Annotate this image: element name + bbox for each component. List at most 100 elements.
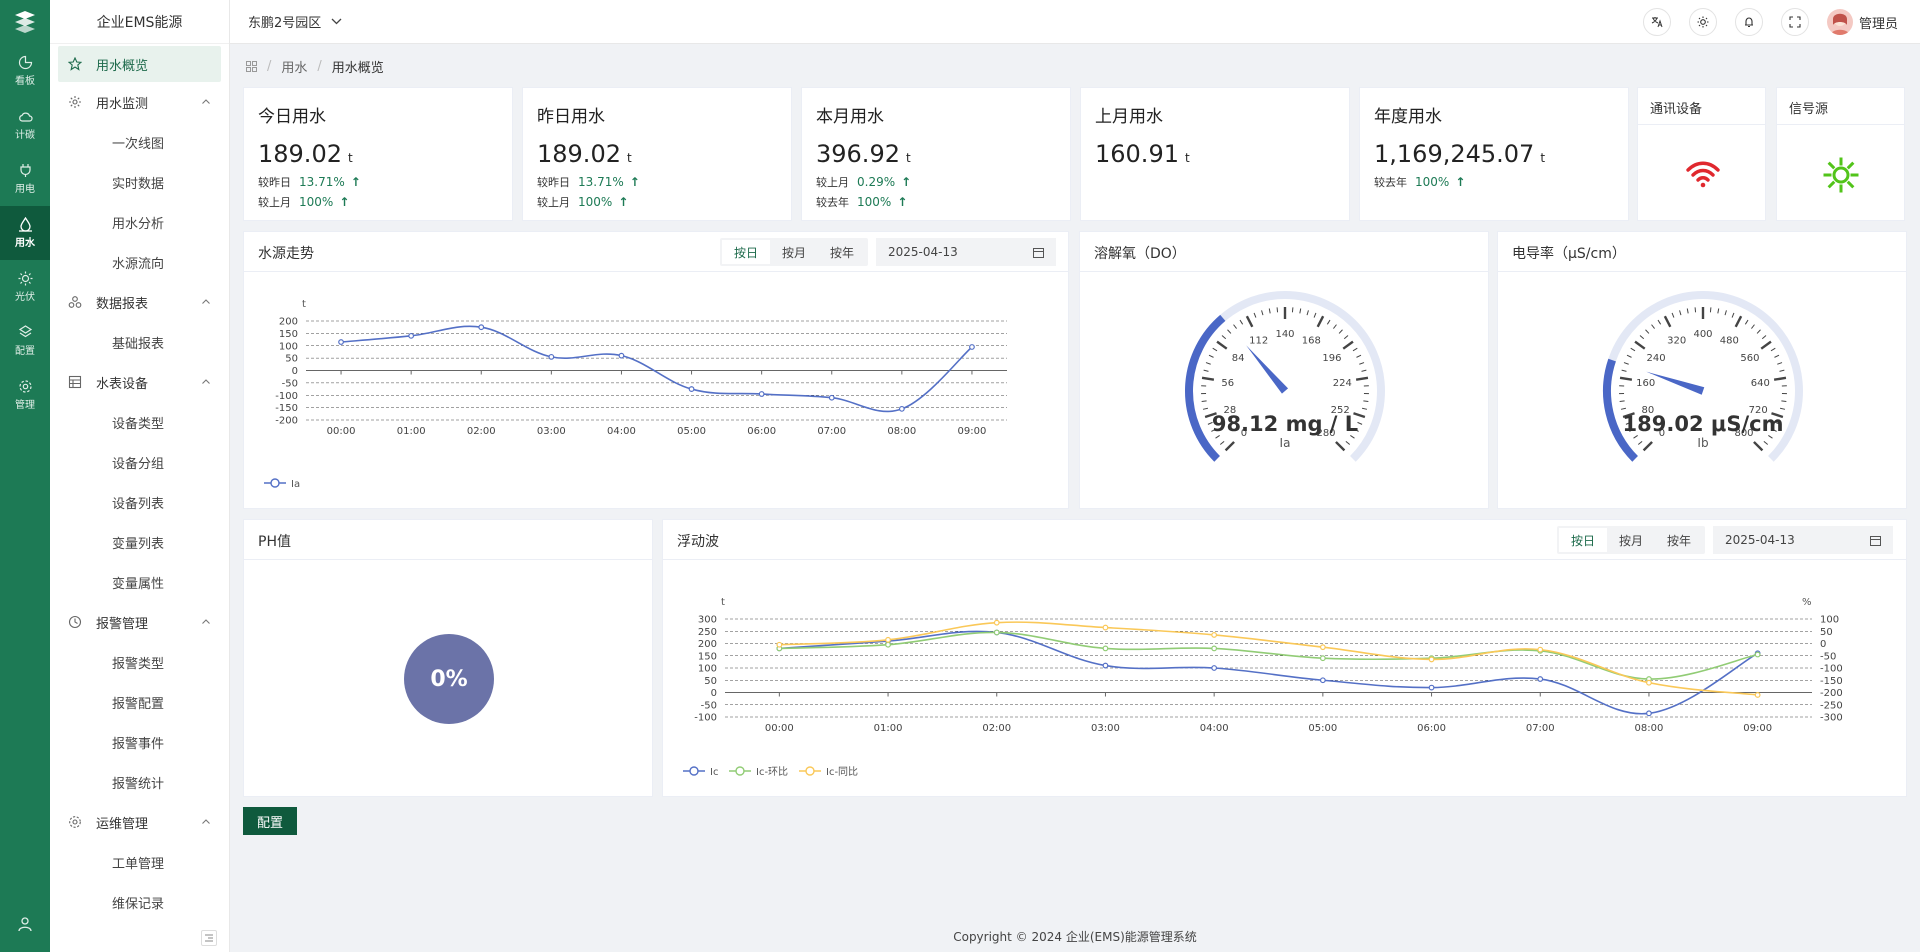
sidebar-subitem[interactable]: 报警事件 xyxy=(112,736,165,752)
data-point[interactable] xyxy=(1211,665,1218,671)
data-point[interactable] xyxy=(993,629,1000,636)
y2-tick-label: -300 xyxy=(1820,713,1843,724)
series-line xyxy=(779,631,1758,680)
period-switch: 按日 按月 按年 xyxy=(1557,526,1706,554)
rail-item-1[interactable]: 计碳 xyxy=(0,98,50,152)
data-point[interactable] xyxy=(688,386,695,392)
data-point[interactable] xyxy=(1754,692,1761,698)
data-point[interactable] xyxy=(1319,655,1326,662)
stat-card: 今日用水 189.02 t 较昨日 13.71% ↑ 较上月 100% ↑ xyxy=(243,87,513,221)
date-picker[interactable]: 2025-04-13 xyxy=(876,238,1056,266)
data-point[interactable] xyxy=(478,324,485,331)
data-point[interactable] xyxy=(758,391,765,397)
data-point[interactable] xyxy=(776,641,783,648)
sidebar-subitem[interactable]: 基础报表 xyxy=(112,336,165,352)
sidebar-group-3[interactable]: 报警管理 xyxy=(50,602,229,642)
legend-label[interactable]: Ic xyxy=(710,767,718,778)
legend-marker[interactable] xyxy=(805,766,815,776)
data-point[interactable] xyxy=(1319,644,1326,651)
data-point[interactable] xyxy=(1319,677,1326,684)
grid-icon[interactable] xyxy=(246,61,257,72)
sidebar-group-4[interactable]: 运维管理 xyxy=(50,802,229,842)
data-point[interactable] xyxy=(885,641,891,648)
sidebar-group-2[interactable]: 水表设备 xyxy=(50,362,229,402)
data-point[interactable] xyxy=(1646,679,1652,686)
legend-marker[interactable] xyxy=(689,766,699,776)
data-point[interactable] xyxy=(1537,646,1544,653)
tab-by-day[interactable]: 按日 xyxy=(1559,528,1608,552)
data-point[interactable] xyxy=(1211,632,1218,638)
sidebar-subitem[interactable]: 实时数据 xyxy=(112,176,165,192)
date-picker[interactable]: 2025-04-13 xyxy=(1713,526,1893,554)
data-point[interactable] xyxy=(1646,710,1652,717)
sidebar-subitem[interactable]: 工单管理 xyxy=(112,856,165,872)
gauge-tick xyxy=(1663,315,1672,328)
legend-marker[interactable] xyxy=(735,766,745,776)
breadcrumb-water[interactable]: 用水 xyxy=(281,61,308,76)
collapse-sidebar-icon[interactable] xyxy=(201,930,217,946)
rail-item-2[interactable]: 用电 xyxy=(0,152,50,206)
tab-by-month[interactable]: 按月 xyxy=(1619,533,1644,548)
rail-item-6[interactable]: 管理 xyxy=(0,368,50,422)
data-point[interactable] xyxy=(1754,651,1761,658)
sidebar-subitem[interactable]: 设备类型 xyxy=(112,416,165,432)
config-button[interactable]: 配置 xyxy=(243,807,297,835)
data-point[interactable] xyxy=(1537,676,1544,682)
tab-by-day[interactable]: 按日 xyxy=(722,240,771,264)
data-point[interactable] xyxy=(338,339,344,345)
legend-label[interactable]: Ic-环比 xyxy=(756,766,788,778)
rail-item-5[interactable]: 配置 xyxy=(0,314,50,368)
rail-item-3[interactable]: 用水 xyxy=(0,206,50,260)
gauge-tick xyxy=(1204,412,1217,419)
sidebar-item-water-overview[interactable]: 用水概览 xyxy=(58,46,221,82)
sidebar-group-0[interactable]: 用水监测 xyxy=(50,82,229,122)
tab-by-year[interactable]: 按年 xyxy=(1667,533,1692,548)
legend-marker[interactable] xyxy=(270,478,280,488)
sidebar-subitem[interactable]: 水源流向 xyxy=(112,256,165,272)
sidebar-subitem[interactable]: 设备列表 xyxy=(112,496,165,512)
data-point[interactable] xyxy=(618,352,625,359)
sidebar-subitem[interactable]: 报警类型 xyxy=(112,656,165,672)
theme-sun-icon[interactable] xyxy=(1688,8,1717,36)
data-point[interactable] xyxy=(1102,645,1109,652)
tab-by-month[interactable]: 按月 xyxy=(782,245,807,260)
data-point[interactable] xyxy=(1428,684,1435,691)
legend-label[interactable]: Ic-同比 xyxy=(826,766,858,778)
park-selector[interactable]: 东鹏2号园区 xyxy=(248,12,342,31)
bell-icon[interactable] xyxy=(1734,8,1763,36)
data-point[interactable] xyxy=(548,353,555,360)
data-point[interactable] xyxy=(898,405,905,412)
data-point[interactable] xyxy=(408,332,415,339)
legend-label[interactable]: Ia xyxy=(291,479,300,490)
gauge-tick xyxy=(1717,308,1720,314)
signal-source-card: 信号源 xyxy=(1776,87,1905,221)
user-icon[interactable] xyxy=(0,916,50,932)
data-point[interactable] xyxy=(993,619,1000,626)
sidebar-subitem[interactable]: 用水分析 xyxy=(112,216,165,232)
data-point[interactable] xyxy=(828,394,835,401)
user-menu[interactable]: 管理员 xyxy=(1826,9,1898,35)
translate-icon[interactable] xyxy=(1642,8,1671,36)
sidebar-subitem[interactable]: 报警配置 xyxy=(112,696,165,712)
sidebar-group-1[interactable]: 数据报表 xyxy=(50,282,229,322)
brand-title: 企业EMS能源 xyxy=(50,0,229,44)
gauge-tick xyxy=(1760,340,1772,350)
sidebar-subitem[interactable]: 设备分组 xyxy=(112,456,165,472)
data-point[interactable] xyxy=(1428,656,1435,663)
data-point[interactable] xyxy=(1102,662,1109,669)
sidebar-subitem[interactable]: 报警统计 xyxy=(112,776,165,792)
sidebar-subitem[interactable]: 变量列表 xyxy=(112,536,165,552)
rail-item-4[interactable]: 光伏 xyxy=(0,260,50,314)
chevron-up-icon xyxy=(201,376,211,386)
sidebar-subitem[interactable]: 变量属性 xyxy=(112,576,165,592)
data-point[interactable] xyxy=(1211,645,1218,652)
fullscreen-icon[interactable] xyxy=(1780,8,1809,36)
ops-gear-icon xyxy=(68,815,82,829)
data-point[interactable] xyxy=(969,344,975,350)
rail-item-0[interactable]: 看板 xyxy=(0,44,50,98)
tab-by-year[interactable]: 按年 xyxy=(830,245,855,260)
data-point[interactable] xyxy=(1102,624,1109,631)
sidebar-subitem[interactable]: 维保记录 xyxy=(112,896,165,912)
data-point[interactable] xyxy=(885,636,891,643)
sidebar-subitem[interactable]: 一次线图 xyxy=(112,136,165,152)
